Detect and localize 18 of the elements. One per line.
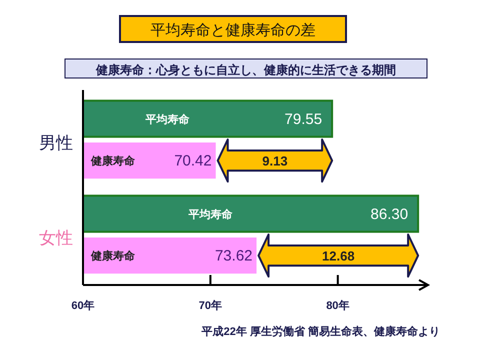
annotation: 9.13: [262, 154, 288, 169]
data-label: 79.55: [284, 110, 322, 128]
x-tick-label: 80年: [326, 299, 350, 312]
annotation: 12.68: [322, 248, 355, 264]
data-label: 70.42: [174, 152, 212, 170]
chart-title: 平均寿命と健康寿命の差: [150, 22, 316, 39]
data-label: 86.30: [370, 206, 408, 223]
text: 健康寿命: [91, 250, 135, 263]
x-tick-label: 60年: [71, 299, 95, 312]
series-label: 健康寿命: [90, 154, 136, 168]
chart-subtitle: 健康寿命：心身ともに自立し、健康的に生活できる期間: [95, 63, 396, 77]
series-label: 平均寿命: [144, 112, 191, 126]
y-tick-label: 男性: [39, 134, 73, 152]
x-tick-label: 70年: [198, 299, 222, 312]
data-label: 73.62: [214, 248, 253, 265]
text: 平成22年 厚生労働省 簡易生命表、健康寿命より: [200, 325, 440, 338]
text: 平均寿命: [188, 208, 233, 221]
y-tick-label: 女性: [39, 228, 73, 248]
